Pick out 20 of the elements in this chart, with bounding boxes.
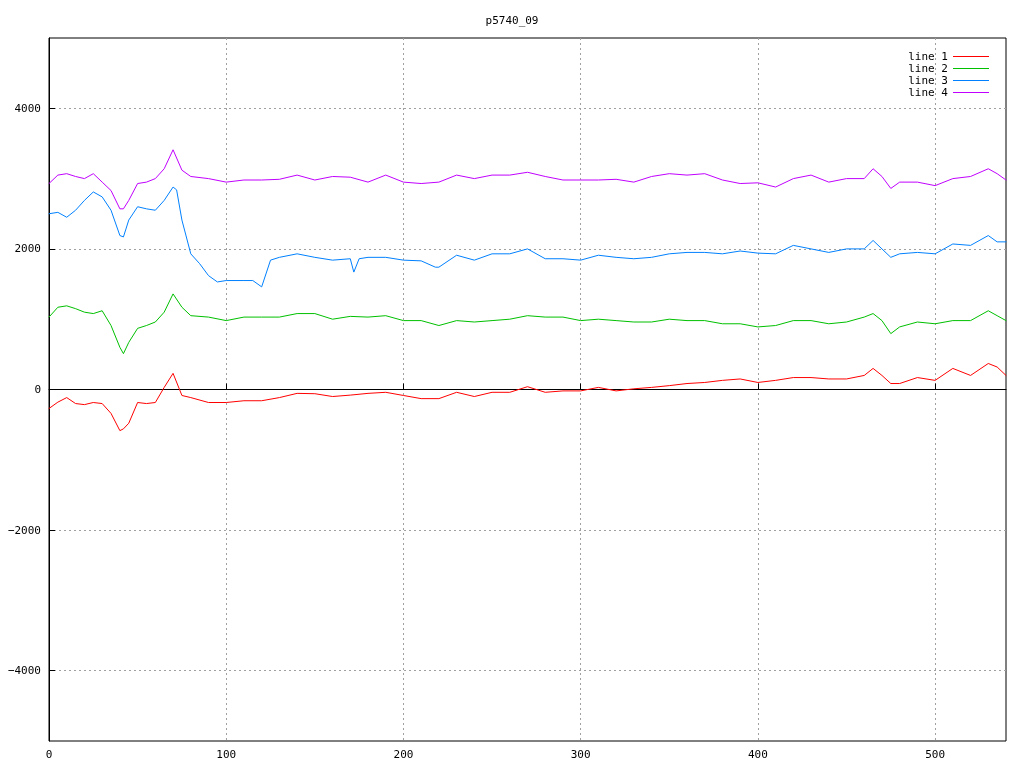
y-tick-label: 2000 <box>14 242 41 256</box>
x-tick-label: 100 <box>216 748 237 761</box>
x-tick-label: 300 <box>570 748 591 761</box>
line-series <box>48 362 1007 432</box>
line-series <box>48 293 1007 355</box>
legend-label: line 3 <box>908 74 948 87</box>
y-tick-label: 0 <box>34 383 41 396</box>
y-tick-label: −2000 <box>7 523 41 537</box>
line-series <box>48 149 1007 210</box>
chart-title: p5740_09 <box>485 14 539 27</box>
x-tick-label: 0 <box>45 748 53 761</box>
line-series <box>48 186 1007 288</box>
y-tick-label: 4000 <box>14 101 41 115</box>
legend-label: line 1 <box>908 50 948 63</box>
x-tick-label: 500 <box>925 748 946 761</box>
x-tick-label: 200 <box>393 748 414 761</box>
legend-label: line 2 <box>908 62 948 75</box>
y-tick-label: −4000 <box>7 664 41 678</box>
x-tick-label: 400 <box>747 748 768 761</box>
legend-label: line 4 <box>908 86 949 99</box>
